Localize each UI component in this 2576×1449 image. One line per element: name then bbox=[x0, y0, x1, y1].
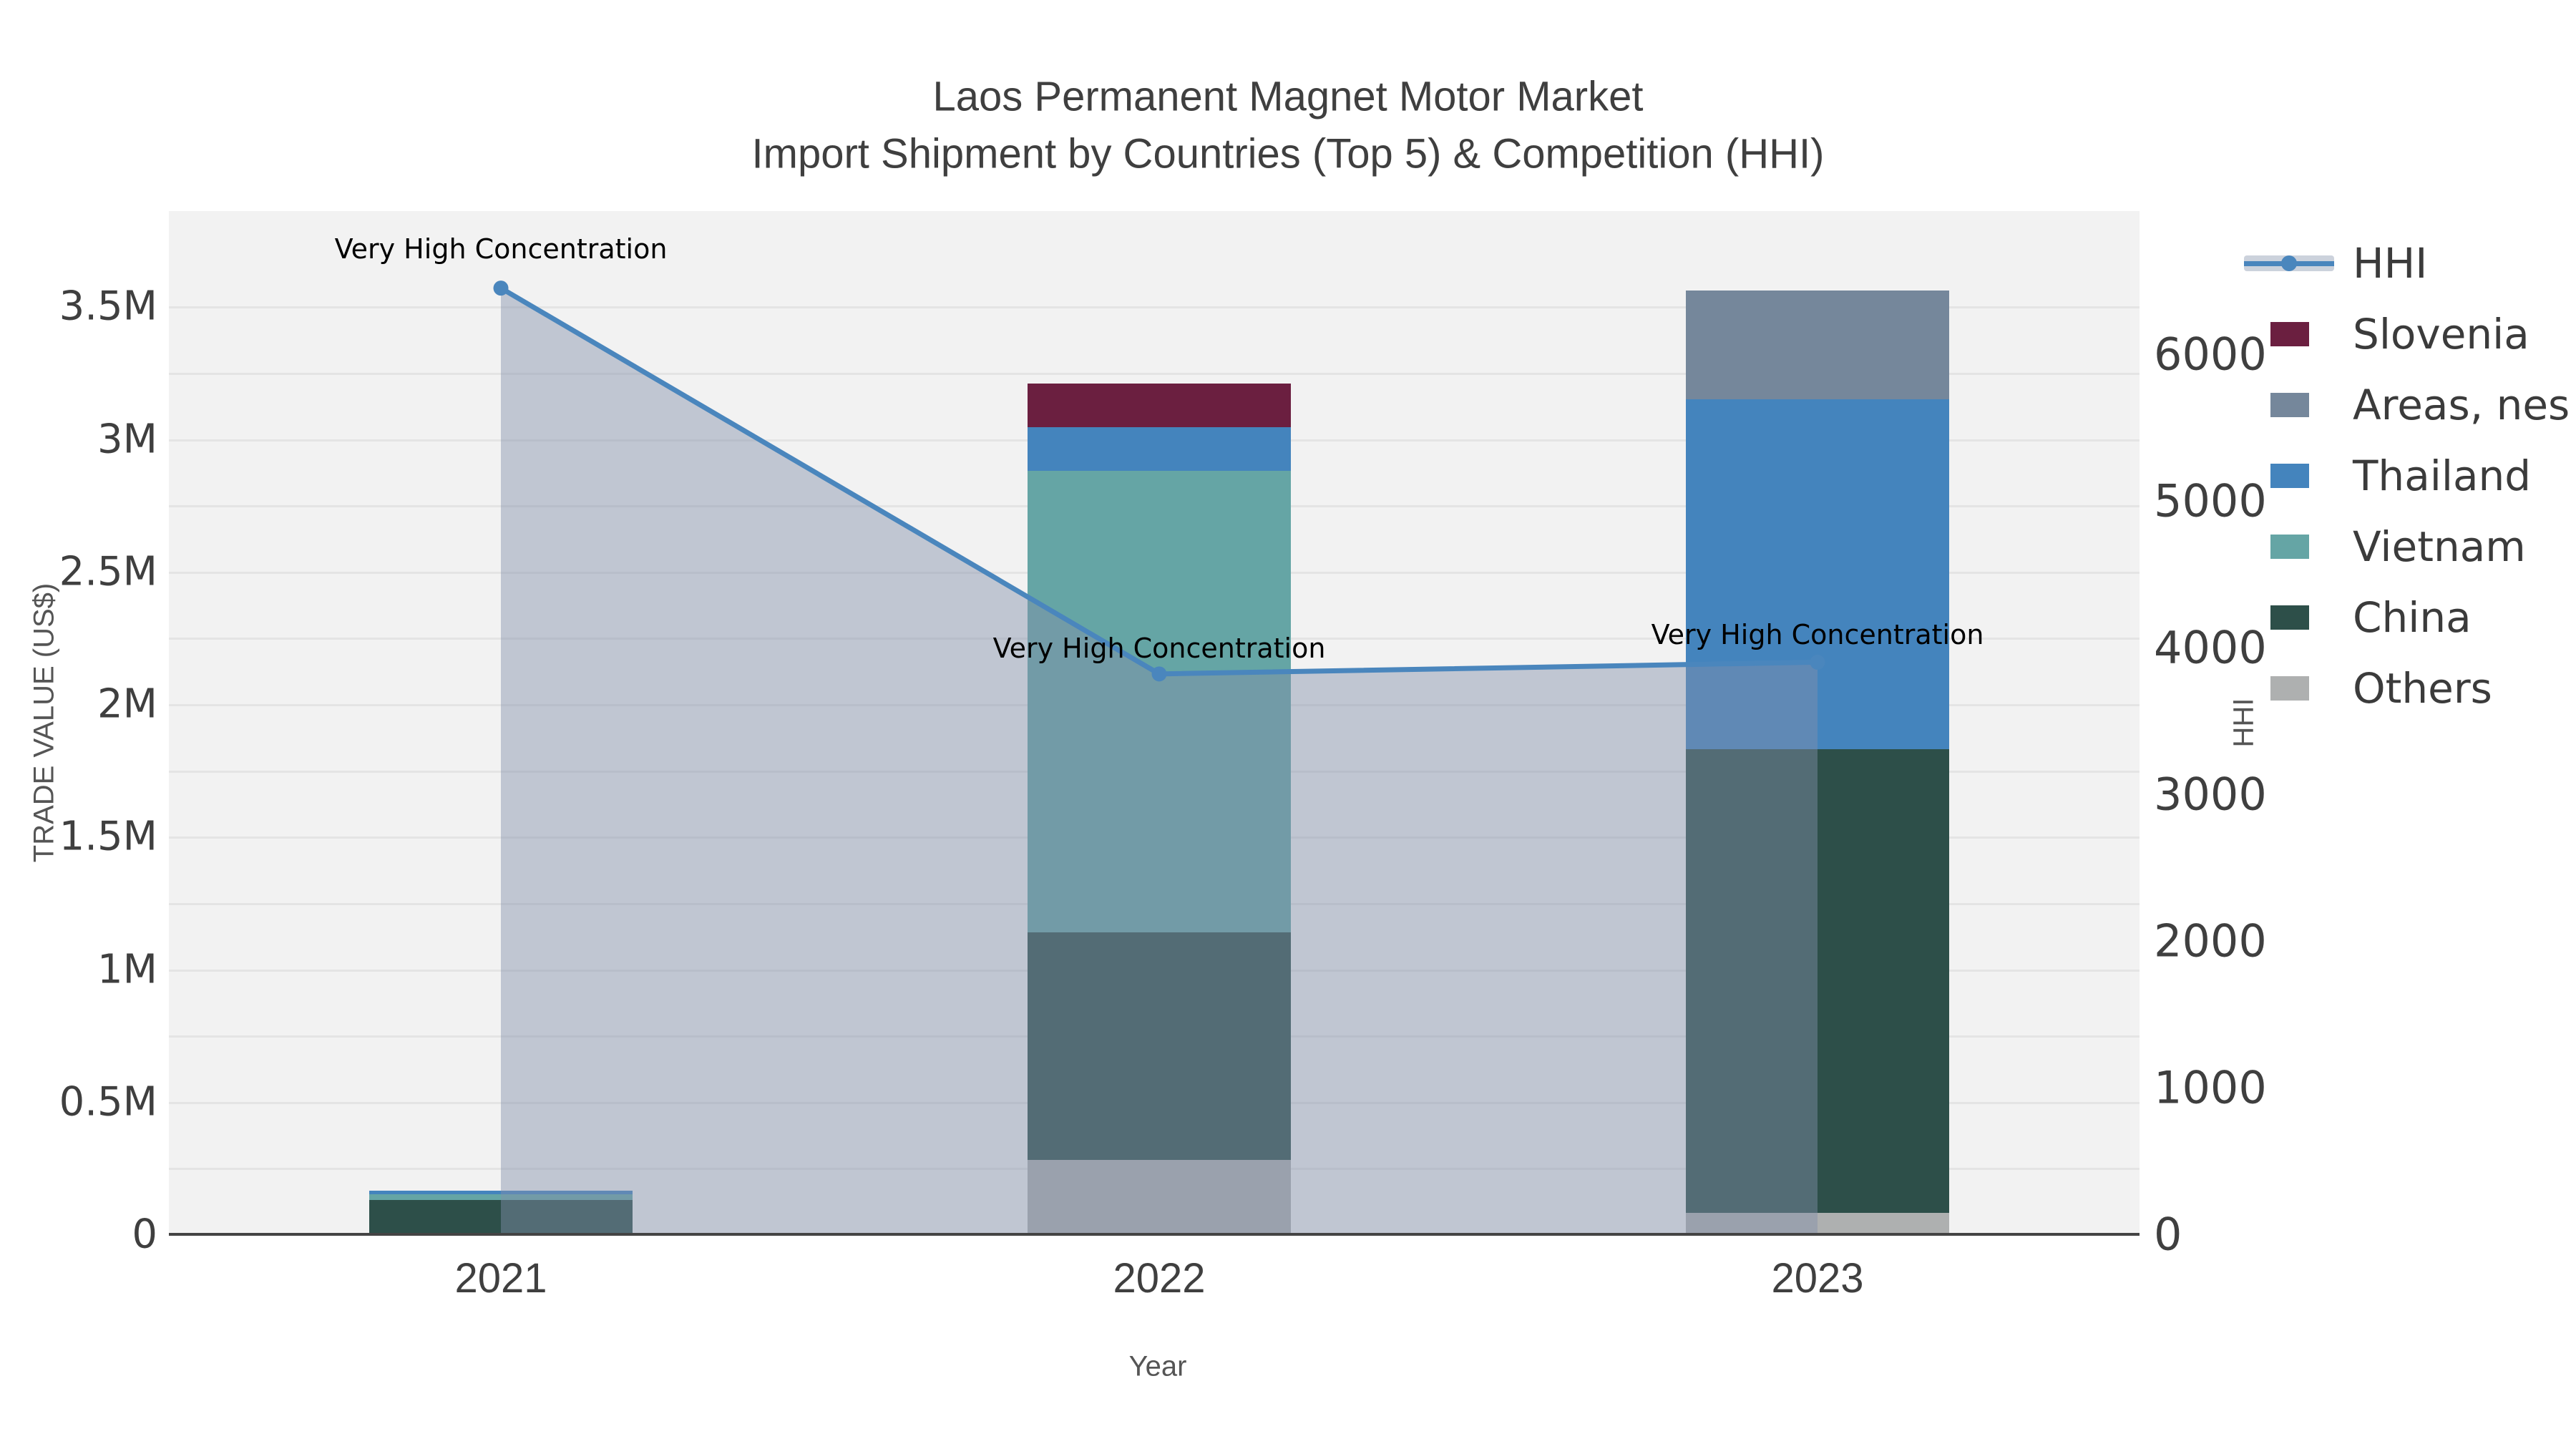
y-right-tick-0: 0 bbox=[2154, 1208, 2182, 1261]
annotation-2021: Very High Concentration bbox=[334, 233, 668, 265]
bar-segment-others-2023[interactable] bbox=[1686, 1213, 1949, 1234]
legend-color-swatch bbox=[2270, 463, 2309, 488]
legend-item-hhi[interactable]: HHI bbox=[2244, 228, 2570, 298]
legend-label: Others bbox=[2353, 663, 2492, 713]
legend-color-swatch bbox=[2270, 534, 2309, 559]
bar-segment-thailand-2021[interactable] bbox=[369, 1190, 633, 1195]
bar-segment-china-2022[interactable] bbox=[1028, 932, 1291, 1161]
bar-segment-china-2021[interactable] bbox=[369, 1199, 633, 1234]
bar-segment-vietnam-2021[interactable] bbox=[369, 1194, 633, 1200]
bar-segment-areas-nes-2023[interactable] bbox=[1686, 291, 1949, 400]
y-right-tick-6000: 6000 bbox=[2154, 328, 2267, 381]
bar-segment-thailand-2022[interactable] bbox=[1028, 426, 1291, 472]
x-axis-line bbox=[169, 1233, 2140, 1236]
legend-swatch-icon bbox=[2244, 320, 2334, 348]
x-tick-2022: 2022 bbox=[1113, 1255, 1206, 1302]
bar-segment-others-2022[interactable] bbox=[1028, 1160, 1291, 1234]
x-tick-2023: 2023 bbox=[1771, 1255, 1864, 1302]
legend-label: Areas, nes bbox=[2353, 380, 2570, 429]
hhi-marker-2021[interactable] bbox=[493, 280, 509, 296]
legend-label: Slovenia bbox=[2353, 309, 2529, 358]
y-right-tick-3000: 3000 bbox=[2154, 768, 2267, 821]
legend-swatch-icon bbox=[2244, 674, 2334, 703]
annotation-2023: Very High Concentration bbox=[1651, 619, 1984, 651]
annotation-2022: Very High Concentration bbox=[992, 632, 1326, 664]
bar-segment-thailand-2023[interactable] bbox=[1686, 399, 1949, 750]
gridline bbox=[169, 306, 2140, 309]
legend-color-swatch bbox=[2270, 392, 2309, 417]
y-axis-left-title: TRADE VALUE (US$) bbox=[28, 582, 60, 863]
legend-hhi-marker-icon bbox=[2281, 255, 2297, 271]
legend-item-china[interactable]: China bbox=[2244, 582, 2570, 653]
legend-label: Thailand bbox=[2353, 451, 2532, 500]
legend-swatch-icon bbox=[2244, 603, 2334, 632]
legend-item-others[interactable]: Others bbox=[2244, 653, 2570, 723]
legend-color-swatch bbox=[2270, 675, 2309, 701]
y-right-tick-4000: 4000 bbox=[2154, 621, 2267, 674]
legend-hhi-line-icon bbox=[2244, 249, 2334, 278]
legend-item-thailand[interactable]: Thailand bbox=[2244, 440, 2570, 511]
chart-title: Laos Permanent Magnet Motor Market bbox=[932, 73, 1644, 120]
legend-label: China bbox=[2353, 592, 2472, 642]
y-left-tick-3M: 3M bbox=[97, 416, 157, 463]
hhi-marker-2023[interactable] bbox=[1810, 654, 1825, 670]
bar-segment-china-2023[interactable] bbox=[1686, 749, 1949, 1214]
y-left-tick-2M: 2M bbox=[97, 680, 157, 728]
y-right-tick-5000: 5000 bbox=[2154, 474, 2267, 527]
x-axis-title: Year bbox=[1128, 1350, 1187, 1382]
x-tick-2021: 2021 bbox=[454, 1255, 547, 1302]
y-left-tick-3.5M: 3.5M bbox=[59, 283, 157, 330]
y-right-tick-2000: 2000 bbox=[2154, 914, 2267, 967]
y-left-tick-0: 0 bbox=[132, 1211, 157, 1258]
gridline bbox=[169, 372, 2140, 375]
legend-swatch-icon bbox=[2244, 462, 2334, 490]
legend-item-slovenia[interactable]: Slovenia bbox=[2244, 298, 2570, 369]
chart-subtitle: Import Shipment by Countries (Top 5) & C… bbox=[751, 130, 1825, 177]
y-left-tick-0.5M: 0.5M bbox=[59, 1078, 157, 1126]
y-left-tick-1.5M: 1.5M bbox=[59, 813, 157, 860]
hhi-line-chart bbox=[493, 280, 1825, 1234]
y-left-tick-2.5M: 2.5M bbox=[59, 548, 157, 595]
y-left-tick-1M: 1M bbox=[97, 946, 157, 993]
bar-segment-slovenia-2022[interactable] bbox=[1028, 383, 1291, 427]
legend-item-vietnam[interactable]: Vietnam bbox=[2244, 511, 2570, 582]
legend: HHI Slovenia Areas, nes Thailand Vietnam Chin… bbox=[2244, 228, 2570, 723]
legend-label: Vietnam bbox=[2353, 522, 2526, 571]
legend-item-areas-nes[interactable]: Areas, nes bbox=[2244, 369, 2570, 440]
legend-color-swatch bbox=[2270, 321, 2309, 346]
legend-label: HHI bbox=[2353, 238, 2428, 288]
legend-color-swatch bbox=[2270, 605, 2309, 630]
hhi-area-fill bbox=[501, 288, 1818, 1234]
bar-segment-vietnam-2022[interactable] bbox=[1028, 471, 1291, 932]
y-right-tick-1000: 1000 bbox=[2154, 1061, 2267, 1114]
legend-swatch-icon bbox=[2244, 391, 2334, 419]
legend-swatch-icon bbox=[2244, 532, 2334, 561]
hhi-marker-2022[interactable] bbox=[1151, 666, 1167, 682]
